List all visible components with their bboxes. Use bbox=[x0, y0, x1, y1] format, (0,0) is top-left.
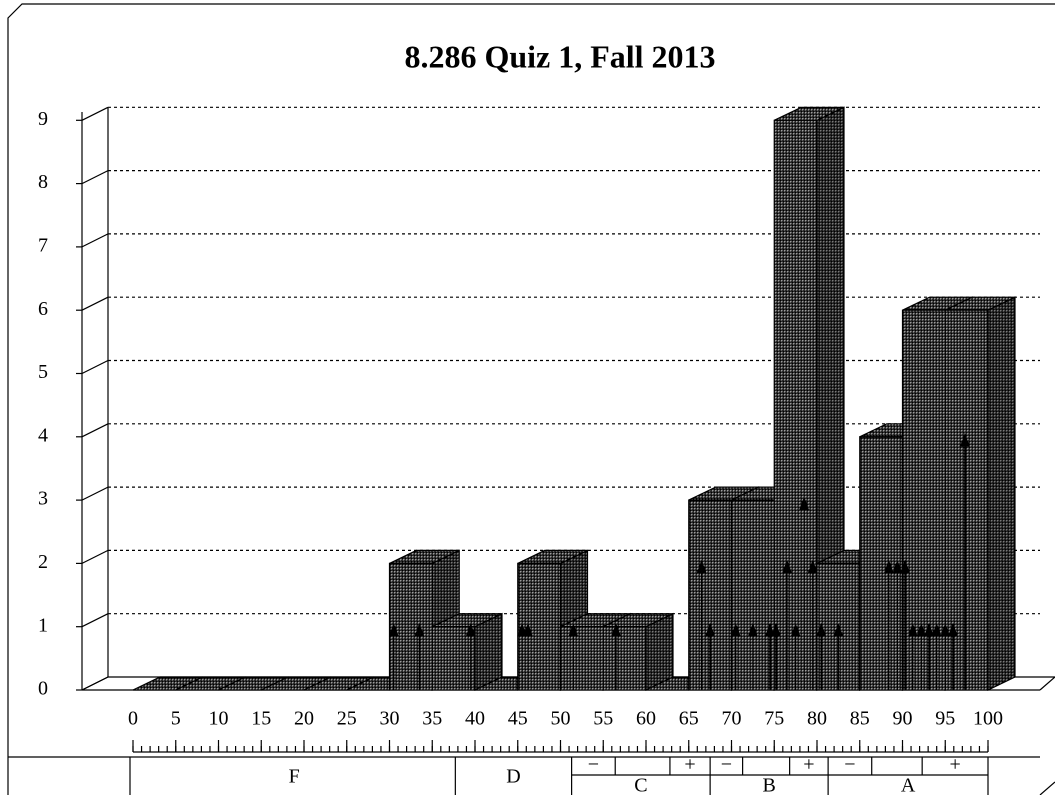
x-tick-label: 35 bbox=[422, 708, 442, 730]
score-arrow-head bbox=[748, 622, 758, 637]
x-tick-label: 95 bbox=[935, 708, 955, 730]
x-tick-label: 20 bbox=[294, 708, 314, 730]
bar bbox=[901, 309, 946, 691]
bar bbox=[602, 626, 647, 691]
x-tick-label: 60 bbox=[636, 708, 656, 730]
x-tick-label: 100 bbox=[973, 708, 1003, 730]
score-arrow-head bbox=[816, 622, 827, 637]
bar bbox=[431, 626, 476, 691]
y-tick-label: 9 bbox=[38, 108, 48, 130]
score-arrow-head bbox=[916, 622, 927, 637]
score-arrow-head bbox=[833, 622, 844, 637]
grade-plus: + bbox=[803, 754, 814, 776]
frame bbox=[7, 3, 1055, 795]
x-tick-label: 65 bbox=[679, 708, 699, 730]
chart-title: 8.286 Quiz 1, Fall 2013 bbox=[404, 38, 715, 74]
x-tick-label: 15 bbox=[251, 708, 271, 730]
score-arrow-head bbox=[705, 622, 715, 637]
y-tick-label: 1 bbox=[38, 614, 48, 636]
score-arrow-head bbox=[883, 559, 894, 574]
score-arrow-head bbox=[892, 559, 903, 574]
grade-name: A bbox=[901, 775, 916, 795]
y-tick-diag bbox=[81, 233, 109, 248]
y-tick-diag bbox=[81, 296, 109, 311]
x-tick-label: 90 bbox=[893, 708, 913, 730]
y-tick-label: 2 bbox=[38, 551, 48, 573]
y-tick-diag bbox=[81, 676, 109, 691]
x-tick-label: 25 bbox=[337, 708, 357, 730]
score-arrow-head bbox=[799, 496, 810, 510]
score-arrow-head bbox=[924, 622, 934, 637]
y-tick-label: 3 bbox=[38, 488, 48, 510]
x-tick-label: 30 bbox=[380, 708, 400, 730]
grade-name: C bbox=[634, 775, 647, 795]
y-tick-label: 0 bbox=[38, 678, 48, 700]
x-tick-label: 0 bbox=[128, 708, 138, 730]
frame-corner bbox=[1039, 781, 1055, 795]
score-arrow-head bbox=[960, 433, 970, 447]
grade-name: B bbox=[762, 775, 775, 795]
score-arrow-head bbox=[388, 622, 399, 637]
x-tick-label: 40 bbox=[465, 708, 485, 730]
grade-minus: − bbox=[588, 754, 599, 776]
score-arrow-head bbox=[782, 559, 792, 574]
bar bbox=[517, 562, 562, 691]
score-arrow-head bbox=[568, 622, 579, 637]
score-arrow-head bbox=[611, 622, 621, 637]
y-tick-label: 6 bbox=[38, 298, 48, 320]
x-tick-label: 45 bbox=[508, 708, 528, 730]
grade-minus: − bbox=[721, 754, 732, 776]
grade-name: D bbox=[506, 766, 520, 788]
score-arrow-head bbox=[523, 622, 533, 637]
score-arrow-head bbox=[765, 622, 775, 637]
y-tick-label: 5 bbox=[38, 361, 48, 383]
x-tick-label: 55 bbox=[593, 708, 613, 730]
bar-side bbox=[987, 296, 1016, 691]
y-tick-label: 4 bbox=[38, 424, 48, 446]
x-tick-label: 5 bbox=[171, 708, 181, 730]
grade-name: F bbox=[289, 766, 300, 788]
x-tick-label: 50 bbox=[551, 708, 571, 730]
score-arrow-head bbox=[900, 559, 910, 574]
score-arrow-head bbox=[940, 622, 951, 637]
score-arrow-head bbox=[771, 622, 781, 637]
y-tick-diag bbox=[81, 423, 109, 438]
x-tick-label: 10 bbox=[209, 708, 229, 730]
score-arrow-head bbox=[907, 622, 918, 637]
x-tick-label: 80 bbox=[807, 708, 827, 730]
bar bbox=[559, 626, 604, 691]
y-tick-diag bbox=[81, 549, 109, 564]
y-tick-label: 7 bbox=[38, 234, 48, 256]
floor-right bbox=[1039, 676, 1055, 691]
score-arrow-head bbox=[931, 622, 942, 637]
score-arrow-head bbox=[730, 622, 741, 637]
bar bbox=[859, 436, 904, 691]
score-arrow-head bbox=[807, 559, 818, 574]
x-tick-label: 85 bbox=[850, 708, 870, 730]
y-tick-diag bbox=[81, 613, 109, 628]
y-tick-diag bbox=[81, 106, 109, 121]
score-arrow-head bbox=[517, 622, 527, 637]
score-arrow-head bbox=[948, 622, 958, 637]
grade-plus: + bbox=[949, 754, 960, 776]
x-tick-label: 75 bbox=[764, 708, 784, 730]
bar bbox=[773, 119, 818, 691]
y-tick-diag bbox=[81, 170, 109, 185]
y-tick-diag bbox=[81, 359, 109, 375]
score-arrow-head bbox=[696, 559, 707, 574]
y-tick-diag bbox=[81, 486, 109, 501]
score-arrow-head bbox=[790, 622, 801, 637]
bar bbox=[388, 562, 433, 691]
y-tick-label: 8 bbox=[38, 171, 48, 193]
x-tick-label: 70 bbox=[722, 708, 742, 730]
grade-minus: − bbox=[844, 754, 855, 776]
score-arrow-head bbox=[465, 622, 476, 637]
grade-plus: + bbox=[684, 754, 695, 776]
score-arrow-head bbox=[414, 622, 425, 637]
